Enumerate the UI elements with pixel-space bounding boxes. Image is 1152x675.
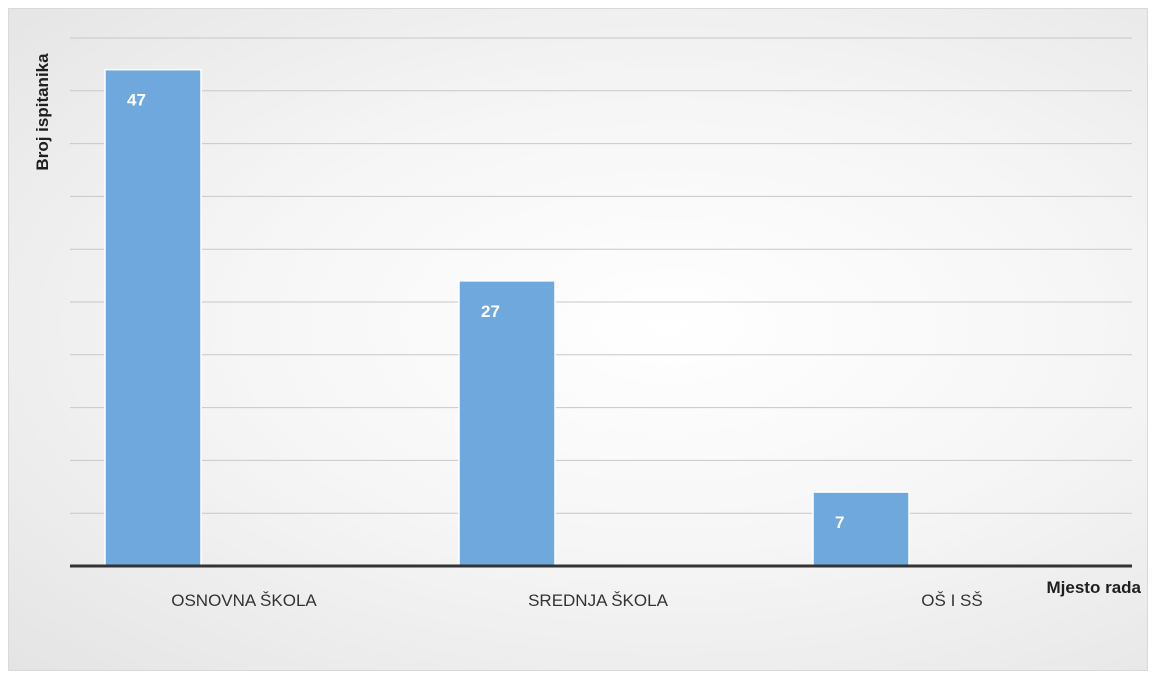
category-labels: OSNOVNA ŠKOLA SREDNJA ŠKOLA OŠ I SŠ [171,591,982,610]
bar [812,491,910,567]
x-tick-label: OŠ I SŠ [921,591,982,610]
y-axis-title: Broj ispitanika [33,53,52,171]
data-label: 27 [481,302,500,321]
bars [104,68,910,567]
x-tick-label: OSNOVNA ŠKOLA [171,591,317,610]
x-tick-label: SREDNJA ŠKOLA [528,591,668,610]
gridlines [70,37,1132,514]
data-label: 47 [127,91,146,110]
data-label: 7 [835,513,844,532]
data-labels: 47 27 7 [127,91,844,532]
bar [458,280,556,567]
bar [104,68,202,567]
x-axis-title: Mjesto rada [1047,578,1142,597]
